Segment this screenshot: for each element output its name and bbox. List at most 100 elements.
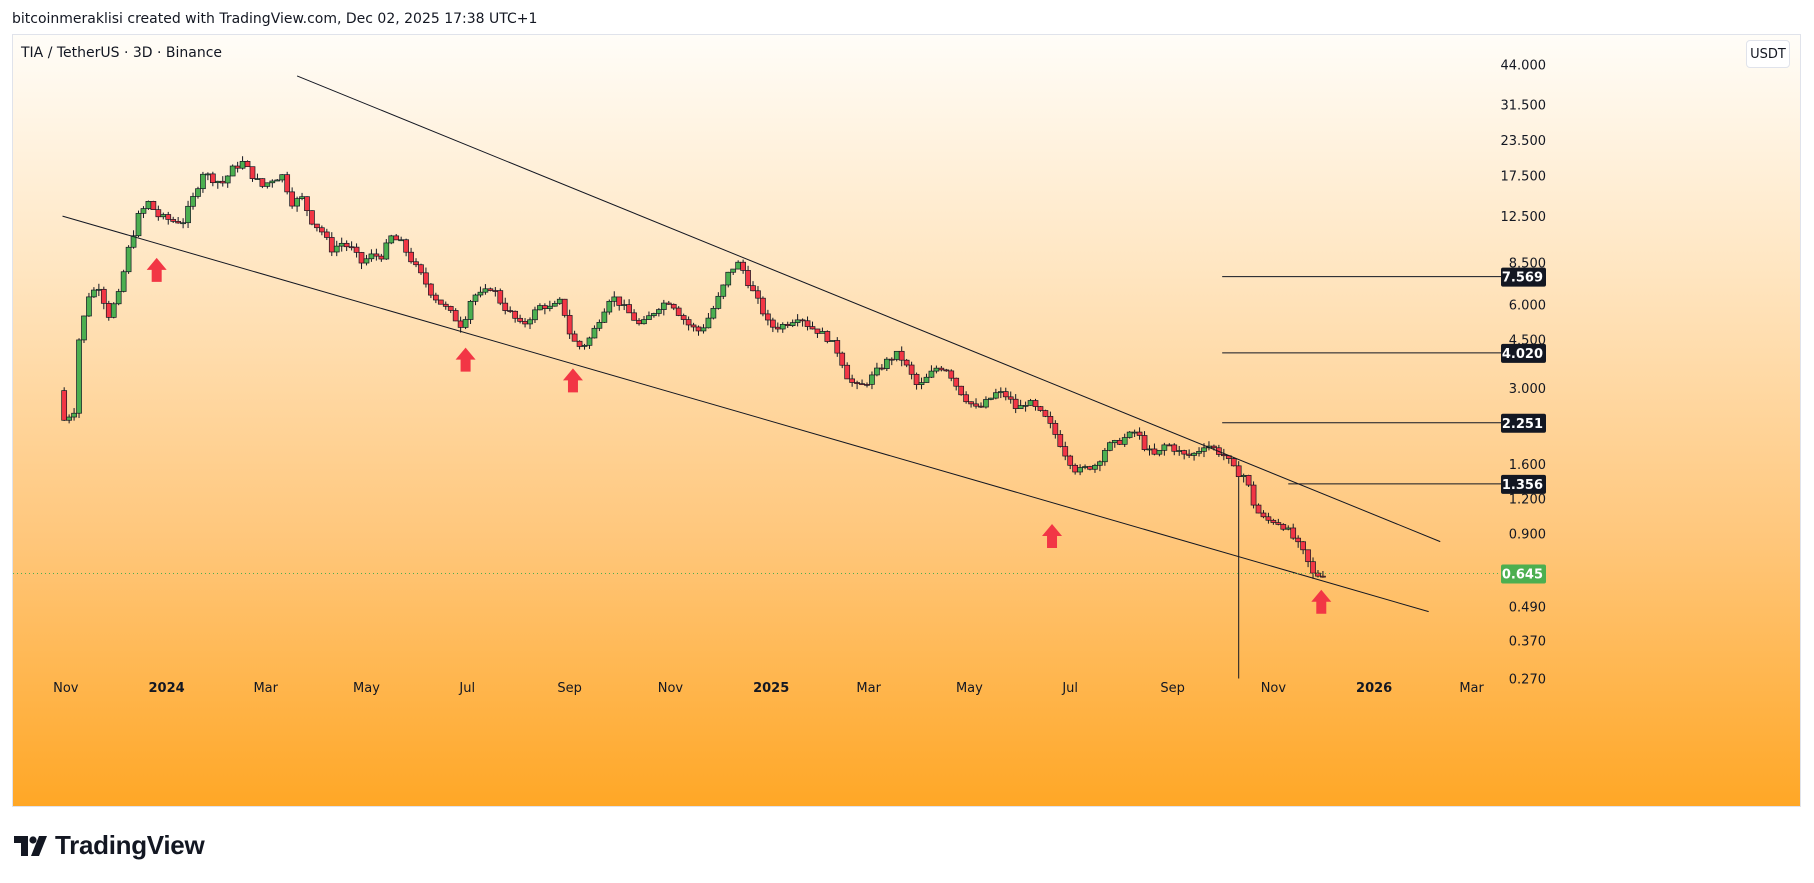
candle bbox=[244, 160, 251, 168]
candle bbox=[403, 238, 409, 257]
time-tick: Mar bbox=[253, 681, 278, 696]
price-tick: 1.600 bbox=[1509, 458, 1546, 473]
candle bbox=[428, 283, 434, 299]
candle bbox=[923, 373, 930, 383]
last-price-badge bbox=[1501, 564, 1546, 584]
candle bbox=[1092, 463, 1098, 473]
candle bbox=[482, 284, 489, 295]
candle bbox=[993, 388, 999, 400]
candle bbox=[849, 374, 855, 387]
candle bbox=[1017, 399, 1024, 409]
candle bbox=[1260, 510, 1267, 519]
candle bbox=[1310, 557, 1316, 579]
level-badge bbox=[1501, 267, 1546, 287]
time-axis: Nov 2024 Mar May Jul Sep Nov 2025 Mar May Jul Sep No… bbox=[53, 681, 1484, 696]
candle bbox=[457, 316, 464, 333]
candle bbox=[522, 318, 528, 328]
candle bbox=[1240, 473, 1247, 483]
candle bbox=[799, 318, 806, 327]
candle bbox=[690, 322, 697, 332]
candle bbox=[239, 156, 246, 170]
candle bbox=[323, 228, 330, 241]
candle bbox=[1300, 541, 1306, 555]
time-tick: May bbox=[956, 681, 983, 696]
level-label: 1.356 bbox=[1502, 478, 1543, 493]
candle bbox=[789, 319, 796, 328]
candle bbox=[1097, 460, 1103, 472]
candles-layer bbox=[61, 156, 1326, 679]
candle bbox=[854, 380, 860, 390]
candle bbox=[180, 218, 186, 229]
candle bbox=[963, 391, 969, 404]
candle bbox=[61, 387, 68, 421]
candle bbox=[71, 408, 77, 421]
candle bbox=[81, 315, 87, 343]
attribution-header: bitcoinmeraklisi created with TradingVie… bbox=[12, 11, 538, 27]
candle bbox=[918, 377, 925, 390]
candle bbox=[824, 330, 831, 344]
candle bbox=[943, 368, 950, 372]
candle bbox=[229, 164, 236, 177]
candle bbox=[408, 247, 414, 264]
arrows-layer bbox=[146, 257, 1332, 614]
chart-pane[interactable]: 44.000 31.500 23.500 17.500 12.500 8.500 6.000… bbox=[12, 34, 1801, 807]
candle bbox=[1027, 398, 1034, 406]
time-tick: Jul bbox=[1061, 681, 1078, 696]
candle bbox=[348, 241, 355, 251]
candle bbox=[1250, 481, 1257, 509]
price-tick: 23.500 bbox=[1501, 134, 1547, 149]
candle bbox=[740, 259, 746, 274]
symbol-title: TIA / TetherUS · 3D · Binance bbox=[21, 45, 223, 61]
tradingview-logo[interactable]: TradingView bbox=[14, 830, 205, 861]
candle bbox=[433, 292, 439, 304]
currency-button[interactable]: USDT bbox=[1746, 40, 1790, 68]
candle bbox=[978, 402, 984, 408]
candle bbox=[685, 316, 692, 331]
candle bbox=[616, 296, 623, 311]
candle bbox=[353, 243, 360, 258]
candle bbox=[631, 309, 637, 321]
candle bbox=[1042, 409, 1049, 418]
candle bbox=[269, 179, 276, 188]
candle bbox=[205, 172, 211, 181]
candle bbox=[1191, 452, 1197, 461]
candle bbox=[784, 321, 791, 328]
candle bbox=[1087, 465, 1093, 471]
candle bbox=[601, 308, 608, 323]
level-label: 7.569 bbox=[1502, 271, 1543, 286]
candle bbox=[284, 171, 291, 195]
candle bbox=[1171, 443, 1178, 456]
candle bbox=[190, 192, 196, 210]
candle bbox=[418, 263, 424, 275]
candle bbox=[314, 223, 320, 232]
candle bbox=[1151, 443, 1158, 456]
candle bbox=[1062, 441, 1069, 461]
candle bbox=[933, 365, 940, 374]
candle bbox=[556, 297, 563, 305]
candle bbox=[1181, 449, 1188, 460]
candle bbox=[175, 217, 182, 224]
candle bbox=[1290, 523, 1297, 540]
time-tick: 2026 bbox=[1356, 681, 1392, 696]
candle bbox=[834, 337, 841, 357]
candle bbox=[1047, 411, 1054, 429]
candle bbox=[66, 414, 72, 424]
red-arrow-icon bbox=[146, 257, 167, 282]
candle bbox=[695, 325, 702, 336]
candle bbox=[467, 299, 474, 324]
time-tick: Sep bbox=[1160, 681, 1185, 696]
candle bbox=[1102, 447, 1108, 466]
candle bbox=[120, 269, 127, 293]
candle bbox=[1126, 431, 1133, 439]
last-price-label: 0.645 bbox=[1502, 567, 1543, 582]
level-label: 4.020 bbox=[1502, 347, 1543, 362]
candle bbox=[680, 313, 687, 325]
candle bbox=[234, 161, 241, 173]
level-label: 2.251 bbox=[1502, 417, 1543, 432]
candle bbox=[125, 245, 132, 274]
chart-canvas[interactable]: 44.00031.50023.50017.50012.5008.5006.000… bbox=[13, 35, 1801, 807]
candle bbox=[660, 299, 667, 316]
candle bbox=[646, 311, 652, 320]
price-tick: 0.370 bbox=[1509, 634, 1546, 649]
candle bbox=[774, 322, 781, 333]
